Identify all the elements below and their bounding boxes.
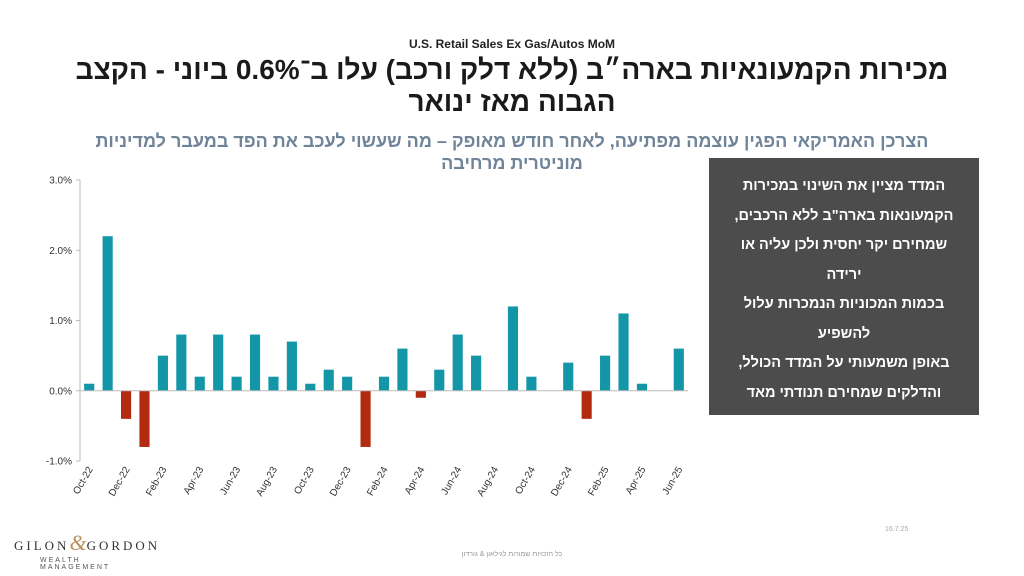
info-line: באופן משמעותי על המדד הכולל, (738, 355, 950, 371)
x-tick-label: Dec-23 (328, 465, 354, 499)
bar-oct-22 (84, 383, 95, 391)
bar-mar-25 (618, 313, 629, 391)
bars (84, 236, 684, 447)
footer-note: כל הזכויות שמורות לגילאון & גורדון (461, 551, 563, 558)
bar-jun-25 (673, 348, 684, 391)
bar-jul-23 (249, 334, 261, 391)
bar-apr-25 (636, 383, 648, 391)
x-tick-label: Oct-23 (292, 465, 317, 497)
x-axis: Oct-22 Dec-22 Feb-23 Apr-23 Jun-23 Aug-23 Oct-… (71, 390, 688, 499)
bar-sep-24 (507, 306, 519, 391)
subheadline: הצרכן האמריקאי הפגין עוצמה מפתיעה, לאחר … (95, 131, 929, 173)
x-tick-label: Apr-25 (624, 465, 649, 497)
bar-may-23 (213, 334, 224, 391)
company-logo: GILON&GORDON WEALTH MANAGEMENT (14, 530, 157, 571)
bar-sep-23 (286, 341, 297, 391)
bar-aug-23 (268, 376, 279, 391)
info-line: הקמעונאות בארה"ב ללא הרכבים, (734, 207, 954, 224)
x-tick-label: Jun-25 (661, 465, 686, 497)
bar-jul-24 (471, 355, 482, 391)
x-tick-label: Feb-24 (365, 465, 391, 498)
x-tick-label: Feb-25 (586, 465, 612, 498)
x-tick-label: Jun-23 (218, 465, 243, 497)
bar-jan-23 (139, 390, 150, 447)
x-tick-label: Apr-23 (182, 465, 207, 497)
bar-feb-23 (157, 355, 168, 391)
logo-ampersand: & (69, 530, 87, 555)
x-tick-label: Aug-24 (475, 465, 501, 499)
x-tick-label: Dec-24 (549, 465, 575, 499)
info-line: שמחירם יקר יחסית ולכן עליה או ירידה (740, 237, 948, 283)
bar-dec-22 (120, 390, 132, 419)
bar-dec-24 (563, 362, 574, 391)
bar-may-24 (434, 369, 445, 391)
y-tick-label: 3.0% (49, 176, 72, 187)
date-note: 16.7.25 (885, 526, 909, 533)
info-line: המדד מציין את השינוי במכירות (742, 178, 946, 194)
info-line: בכמות המכוניות הנמכרות עלול להשפיע (743, 296, 945, 342)
bar-apr-23 (194, 376, 205, 391)
bar-apr-24 (415, 390, 426, 398)
y-tick-label: -1.0% (46, 457, 72, 468)
bar-jan-25 (581, 390, 592, 419)
chart-title: U.S. Retail Sales Ex Gas/Autos MoM (408, 37, 616, 51)
info-box: המדד מציין את השינוי במכירות הקמעונאות ב… (709, 158, 979, 548)
x-tick-label: Jun-24 (439, 465, 464, 497)
y-axis: -1.0% 0.0% 1.0% 2.0% 3.0% (46, 176, 81, 468)
bar-jan-24 (360, 390, 371, 447)
x-tick-label: Dec-22 (107, 465, 133, 499)
info-line: והדלקים שמחירם תנודתי מאד והביקוש (746, 384, 942, 431)
bar-mar-23 (176, 334, 187, 391)
bar-jun-24 (452, 334, 463, 391)
x-tick-label: Oct-24 (513, 465, 538, 497)
bar-feb-24 (378, 376, 390, 391)
bar-nov-22 (102, 236, 113, 391)
logo-name-left: GILON (14, 538, 70, 553)
bar-oct-23 (305, 383, 316, 391)
bar-mar-24 (397, 348, 408, 391)
bar-feb-25 (600, 355, 611, 391)
bar-dec-23 (342, 376, 353, 391)
bar-nov-23 (323, 369, 334, 391)
headline: מכירות הקמעונאיות בארה״ב (ללא דלק ורכב) … (75, 54, 949, 117)
bar-oct-24 (526, 376, 537, 391)
y-tick-label: 1.0% (49, 316, 72, 327)
info-line: אליהם קשיח יחסית. המדד נותן תמונה (744, 443, 944, 490)
y-tick-label: 0.0% (49, 386, 72, 397)
y-tick-label: 2.0% (49, 246, 72, 257)
x-tick-label: Oct-22 (71, 465, 96, 497)
x-tick-label: Apr-24 (403, 465, 428, 497)
x-tick-label: Feb-23 (144, 465, 170, 498)
x-tick-label: Aug-23 (254, 465, 280, 499)
info-line: נכונה יותר על הצריכה הכללית בארה"ב (747, 502, 941, 549)
bar-jun-23 (231, 376, 242, 391)
logo-name-right: GORDON (86, 538, 161, 553)
logo-tagline: WEALTH MANAGEMENT (40, 557, 111, 571)
